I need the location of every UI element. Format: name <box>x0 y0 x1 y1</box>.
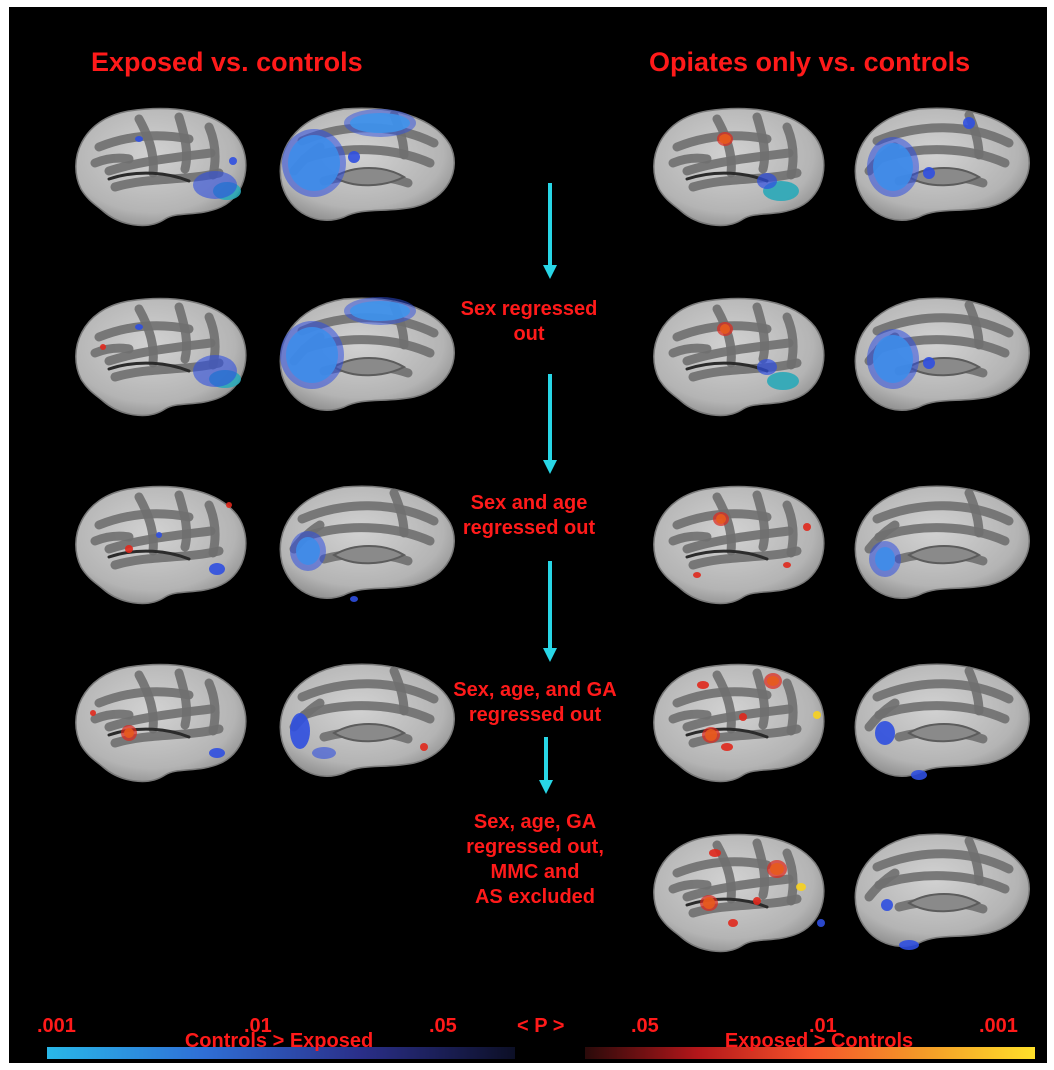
brain-right-lateral-r1 <box>653 107 825 227</box>
brain-right-lateral-r3 <box>653 485 825 605</box>
brain-left-lateral-r3 <box>75 485 247 605</box>
colorbar-controls-gt-exposed <box>47 1047 515 1059</box>
brain-left-lateral-r4 <box>75 663 247 783</box>
brain-right-medial-r2 <box>854 297 1030 411</box>
step-label-mmc-as: Sex, age, GA regressed out, MMC and AS e… <box>415 810 655 910</box>
tick-left-05: .05 <box>429 1015 457 1037</box>
brain-right-lateral-r5 <box>653 833 825 953</box>
step-label-line: Sex, age, GA <box>473 811 597 833</box>
arrow-step-3 <box>543 561 557 662</box>
tick-left-01: .01 <box>244 1015 272 1037</box>
step-label-line: Sex and age <box>470 492 588 514</box>
step-label-line: regressed out <box>468 704 602 726</box>
arrow-step-1 <box>543 183 557 279</box>
tick-right-01: .01 <box>809 1015 837 1037</box>
brain-left-medial-r4 <box>279 663 455 777</box>
brain-left-medial-r2 <box>279 297 455 411</box>
caption-exposed-gt-controls: Exposed > Controls <box>724 1030 914 1052</box>
step-label-sex-age: Sex and age regressed out <box>409 491 649 541</box>
brain-left-medial-r3 <box>279 485 455 602</box>
brain-right-medial-r4 <box>854 663 1030 780</box>
brain-right-lateral-r4 <box>653 663 825 783</box>
tick-right-001: .001 <box>979 1015 1018 1037</box>
title-opiates-vs-controls: Opiates only vs. controls <box>649 47 971 77</box>
step-label-line: MMC and <box>490 861 580 883</box>
caption-controls-gt-exposed: Controls > Exposed <box>184 1030 374 1052</box>
p-center-label: < P > <box>517 1015 565 1037</box>
brain-left-lateral-r1 <box>75 107 247 227</box>
arrow-step-4 <box>539 737 553 794</box>
step-label-line: out <box>513 323 545 345</box>
colorbar-exposed-gt-controls <box>585 1047 1035 1059</box>
title-exposed-vs-controls: Exposed vs. controls <box>91 47 363 77</box>
figure-panel: Exposed vs. controls Opiates only vs. co… <box>9 7 1047 1063</box>
tick-right-05: .05 <box>631 1015 659 1037</box>
brain-surface-grid <box>75 107 1030 953</box>
brain-right-medial-r1 <box>854 107 1030 221</box>
step-label-line: Sex regressed <box>460 298 598 320</box>
step-label-line: regressed out, <box>466 836 604 858</box>
step-label-line: AS excluded <box>474 886 596 908</box>
brain-left-lateral-r2 <box>75 297 247 417</box>
arrow-step-2 <box>543 374 557 474</box>
brain-right-lateral-r2 <box>653 297 825 417</box>
step-label-sex-age-ga: Sex, age, and GA regressed out <box>415 678 655 728</box>
tick-left-001: .001 <box>37 1015 76 1037</box>
brain-right-medial-r5 <box>854 833 1030 950</box>
step-label-line: Sex, age, and GA <box>453 679 617 701</box>
step-label-line: regressed out <box>462 517 596 539</box>
brain-right-medial-r3 <box>854 485 1030 599</box>
step-label-sex: Sex regressed out <box>409 297 649 347</box>
brain-left-medial-r1 <box>279 107 455 221</box>
